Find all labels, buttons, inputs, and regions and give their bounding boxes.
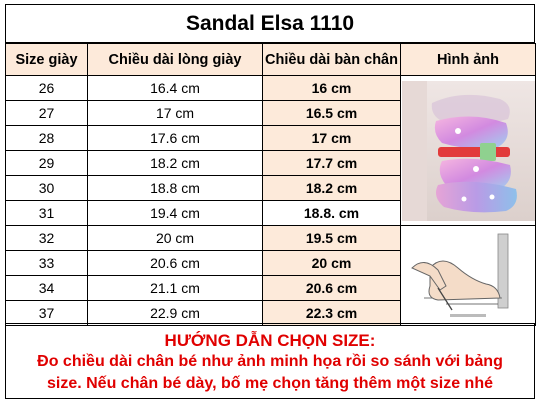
sandal-photo bbox=[401, 80, 535, 221]
size-cell: 26 bbox=[5, 75, 88, 101]
insole-cell: 21.1 cm bbox=[87, 275, 263, 301]
table-row: 29 18.2 cm 17.7 cm bbox=[5, 150, 536, 176]
foot-cell: 16.5 cm bbox=[262, 100, 401, 126]
size-guide-heading: HƯỚNG DẪN CHỌN SIZE: bbox=[164, 331, 376, 350]
table-row: 28 17.6 cm 17 cm bbox=[5, 125, 536, 151]
size-cell: 33 bbox=[5, 250, 88, 276]
foot-measure-icon bbox=[401, 228, 535, 323]
foot-cell: 17 cm bbox=[262, 125, 401, 151]
sandal-photo-cell bbox=[400, 75, 536, 226]
insole-cell: 17 cm bbox=[87, 100, 263, 126]
size-cell: 28 bbox=[5, 125, 88, 151]
foot-cell: 20.6 cm bbox=[262, 275, 401, 301]
size-cell: 27 bbox=[5, 100, 88, 126]
insole-cell: 20 cm bbox=[87, 225, 263, 251]
size-cell: 31 bbox=[5, 200, 88, 226]
size-guide-line-1: Đo chiều dài chân bé như ảnh minh họa rồ… bbox=[37, 353, 503, 370]
insole-cell: 18.2 cm bbox=[87, 150, 263, 176]
size-guide-line-2: size. Nếu chân bé dày, bố mẹ chọn tăng t… bbox=[46, 375, 493, 392]
size-cell: 30 bbox=[5, 175, 88, 201]
foot-cell: 19.5 cm bbox=[262, 225, 401, 251]
header-foot-length: Chiều dài bàn chân bbox=[262, 43, 401, 76]
insole-cell: 20.6 cm bbox=[87, 250, 263, 276]
size-cell: 37 bbox=[5, 300, 88, 326]
foot-measure-diagram-cell bbox=[400, 225, 536, 326]
foot-cell: 16 cm bbox=[262, 75, 401, 101]
table-row: 37 22.9 cm 22.3 cm bbox=[5, 300, 536, 326]
size-cell: 29 bbox=[5, 150, 88, 176]
foot-cell: 22.3 cm bbox=[262, 300, 401, 326]
table-row: 30 18.8 cm 18.2 cm bbox=[5, 175, 536, 201]
size-cell: 32 bbox=[5, 225, 88, 251]
size-guide: HƯỚNG DẪN CHỌN SIZE: Đo chiều dài chân b… bbox=[5, 323, 535, 399]
insole-cell: 17.6 cm bbox=[87, 125, 263, 151]
table-row: 32 20 cm 19.5 cm bbox=[5, 225, 536, 326]
size-table: Size giày Chiều dài lòng giày Chiều dài … bbox=[5, 43, 536, 326]
table-row: 31 19.4 cm 18.8. cm bbox=[5, 200, 536, 226]
insole-cell: 16.4 cm bbox=[87, 75, 263, 101]
insole-cell: 19.4 cm bbox=[87, 200, 263, 226]
header-image: Hình ảnh bbox=[400, 43, 536, 76]
foot-cell: 17.7 cm bbox=[262, 150, 401, 176]
foot-cell: 18.2 cm bbox=[262, 175, 401, 201]
header-size: Size giày bbox=[5, 43, 88, 76]
foot-cell: 20 cm bbox=[262, 250, 401, 276]
table-row: 27 17 cm 16.5 cm bbox=[5, 100, 536, 126]
chart-title: Sandal Elsa 1110 bbox=[5, 4, 535, 43]
size-cell: 34 bbox=[5, 275, 88, 301]
insole-cell: 22.9 cm bbox=[87, 300, 263, 326]
foot-cell: 18.8. cm bbox=[262, 200, 401, 226]
table-row: 34 21.1 cm 20.6 cm bbox=[5, 275, 536, 301]
table-row: 26 16.4 cm 16 cm bbox=[5, 75, 536, 226]
sandal-photo-icon bbox=[401, 80, 535, 221]
insole-cell: 18.8 cm bbox=[87, 175, 263, 201]
foot-measure-diagram bbox=[401, 228, 535, 323]
table-row: 33 20.6 cm 20 cm bbox=[5, 250, 536, 276]
header-row: Size giày Chiều dài lòng giày Chiều dài … bbox=[5, 43, 536, 76]
header-insole-length: Chiều dài lòng giày bbox=[87, 43, 263, 76]
